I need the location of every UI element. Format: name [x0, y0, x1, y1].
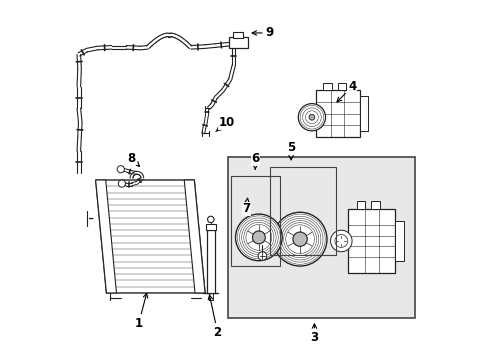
Bar [233, 32, 243, 39]
Bar [356, 201, 365, 209]
Bar [205, 224, 215, 230]
Text: 3: 3 [310, 324, 318, 344]
Bar [337, 83, 346, 90]
Bar [323, 83, 331, 90]
Circle shape [308, 114, 314, 120]
Circle shape [207, 216, 214, 223]
Circle shape [258, 252, 266, 260]
Text: 1: 1 [134, 293, 147, 330]
Circle shape [334, 234, 347, 247]
Circle shape [292, 232, 306, 246]
Bar [394, 221, 403, 261]
Text: 7: 7 [242, 198, 250, 215]
Bar [228, 157, 414, 318]
Text: 8: 8 [127, 152, 139, 166]
Bar [348, 209, 394, 273]
Text: 6: 6 [251, 152, 259, 169]
Circle shape [330, 230, 351, 252]
Text: 10: 10 [216, 116, 234, 131]
Polygon shape [96, 180, 116, 293]
Bar [315, 90, 359, 137]
Bar [359, 96, 367, 131]
Bar [228, 37, 248, 48]
Circle shape [298, 104, 325, 131]
Circle shape [252, 231, 265, 244]
Text: 5: 5 [286, 141, 295, 160]
Text: 2: 2 [208, 295, 221, 339]
Text: 4: 4 [336, 80, 355, 102]
Polygon shape [184, 180, 204, 293]
Circle shape [118, 180, 125, 187]
Bar [370, 201, 379, 209]
Polygon shape [96, 180, 204, 293]
Bar [206, 230, 214, 293]
Circle shape [235, 214, 282, 261]
Text: 9: 9 [252, 27, 273, 40]
Circle shape [273, 212, 326, 266]
Bar [230, 176, 280, 266]
Circle shape [117, 166, 124, 173]
Bar [269, 167, 335, 255]
